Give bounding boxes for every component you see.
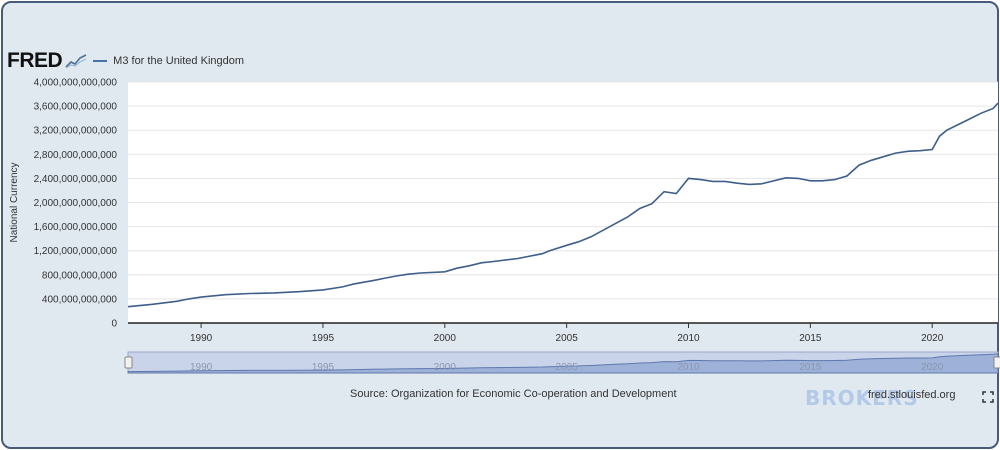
y-tick-label: 4,000,000,000,000 — [34, 78, 118, 89]
fred-logo[interactable]: FRED — [7, 49, 63, 72]
navigator-tick-label: 2000 — [434, 362, 457, 373]
fullscreen-icon[interactable] — [982, 391, 994, 403]
source-text: Source: Organization for Economic Co-ope… — [350, 388, 677, 400]
y-axis-title: National Currency — [9, 162, 20, 242]
fred-spark-icon — [65, 54, 87, 69]
navigator-series — [127, 353, 999, 374]
x-tick-label: 2005 — [556, 333, 579, 344]
y-tick-label: 2,000,000,000,000 — [34, 198, 118, 209]
navigator-tick-label: 2005 — [556, 362, 579, 373]
y-tick-label: 0 — [111, 319, 117, 330]
y-tick-label: 1,200,000,000,000 — [34, 246, 118, 257]
x-tick-label: 2020 — [921, 333, 944, 344]
y-tick-label: 800,000,000,000 — [42, 270, 118, 281]
legend-series-label: M3 for the United Kingdom — [113, 55, 245, 67]
x-tick-label: 1990 — [190, 333, 213, 344]
legend-swatch — [93, 60, 108, 62]
navigator-tick-label: 1995 — [312, 362, 335, 373]
x-tick-label: 1995 — [312, 333, 335, 344]
x-tick-label: 2015 — [799, 333, 822, 344]
x-tick-label: 2000 — [434, 333, 457, 344]
y-tick-label: 2,400,000,000,000 — [34, 174, 118, 185]
navigator-tick-label: 2010 — [677, 362, 700, 373]
y-tick-label: 3,200,000,000,000 — [34, 126, 118, 137]
navigator-handle-left[interactable] — [124, 356, 133, 369]
site-link[interactable]: fred.stlouisfed.org — [868, 389, 956, 401]
chart-header: FRED M3 for the United Kingdom — [7, 48, 607, 74]
y-tick-label: 400,000,000,000 — [42, 294, 118, 305]
navigator-handle-right[interactable] — [993, 356, 1000, 369]
navigator-tick-label: 1990 — [190, 362, 213, 373]
y-tick-label: 3,600,000,000,000 — [34, 102, 118, 113]
y-tick-label: 2,800,000,000,000 — [34, 150, 118, 161]
series-line-m3 — [127, 102, 999, 308]
navigator-tick-label: 2015 — [799, 362, 822, 373]
navigator-tick-label: 2020 — [921, 362, 944, 373]
x-tick-label: 2010 — [677, 333, 700, 344]
y-tick-label: 1,600,000,000,000 — [34, 222, 118, 233]
